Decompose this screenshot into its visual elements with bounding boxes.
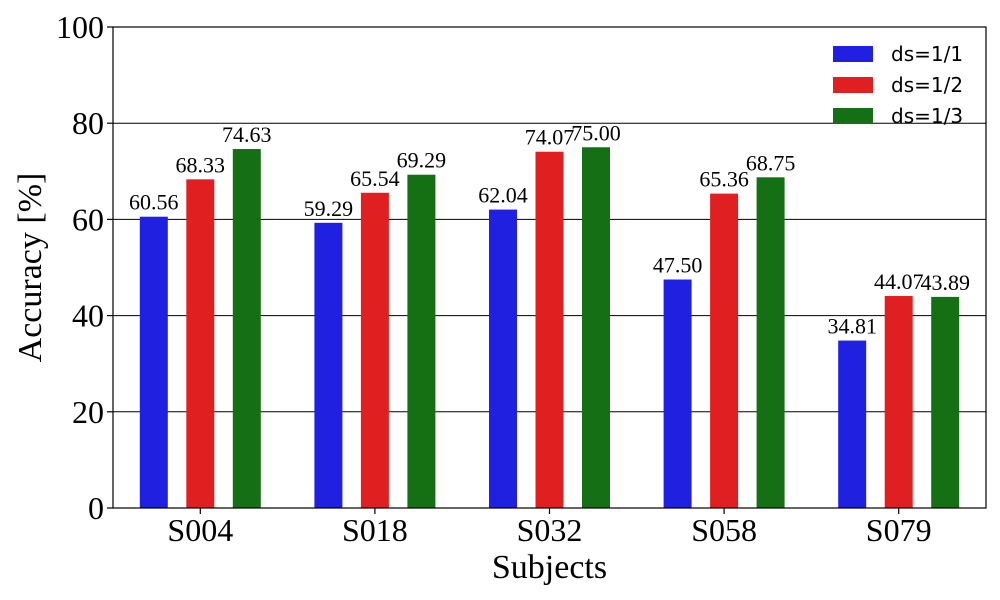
bar — [314, 222, 343, 508]
legend-swatch — [833, 77, 873, 93]
bars — [139, 147, 960, 509]
bar — [884, 296, 913, 508]
y-tick-label: 40 — [72, 298, 104, 334]
data-label: 43.89 — [920, 270, 970, 295]
bar — [931, 296, 960, 508]
data-label: 74.07 — [525, 125, 575, 150]
legend-label: ds=1/2 — [891, 73, 963, 97]
x-axis-title: Subjects — [492, 549, 607, 586]
bar — [186, 179, 215, 508]
bar — [535, 151, 564, 508]
data-label: 74.63 — [222, 122, 272, 147]
y-tick-label: 100 — [56, 9, 104, 45]
y-tick-label: 60 — [72, 201, 104, 237]
bar — [756, 177, 785, 508]
data-label: 68.75 — [746, 150, 796, 175]
x-tick-label: S018 — [342, 512, 408, 548]
legend-label: ds=1/1 — [891, 42, 963, 66]
data-label: 44.07 — [874, 269, 924, 294]
bar — [407, 174, 436, 509]
data-label: 65.36 — [699, 167, 749, 192]
data-label: 59.29 — [304, 196, 354, 221]
y-tick-label: 80 — [72, 105, 104, 141]
y-axis-title: Accuracy [%] — [12, 173, 49, 363]
bar — [232, 149, 261, 508]
bar — [360, 192, 389, 508]
x-tick-label: S032 — [517, 512, 583, 548]
legend-swatch — [833, 108, 873, 124]
bar — [139, 216, 168, 508]
data-label: 34.81 — [827, 314, 877, 339]
legend-label: ds=1/3 — [891, 104, 963, 128]
y-axis-ticks: 0 20 40 60 80 100 — [56, 9, 113, 526]
data-label: 47.50 — [653, 253, 703, 278]
data-label: 65.54 — [350, 166, 400, 191]
legend-swatch — [833, 46, 873, 62]
y-tick-label: 20 — [72, 394, 104, 430]
x-tick-label: S004 — [167, 512, 233, 548]
bar — [838, 340, 867, 508]
bar — [710, 193, 739, 508]
legend: ds=1/1 ds=1/2 ds=1/3 — [833, 42, 963, 128]
data-label: 75.00 — [571, 120, 621, 145]
bar — [489, 209, 517, 509]
y-tick-label: 0 — [88, 490, 104, 526]
data-label: 62.04 — [478, 183, 528, 208]
x-tick-label: S058 — [691, 512, 757, 548]
x-tick-label: S079 — [866, 512, 932, 548]
bar — [582, 147, 610, 508]
data-label: 68.33 — [176, 152, 226, 177]
data-label: 69.29 — [397, 148, 447, 173]
data-label: 60.56 — [129, 190, 179, 215]
bar — [663, 279, 692, 508]
x-axis-ticks: S004 S018 S032 S058 S079 — [167, 508, 932, 548]
